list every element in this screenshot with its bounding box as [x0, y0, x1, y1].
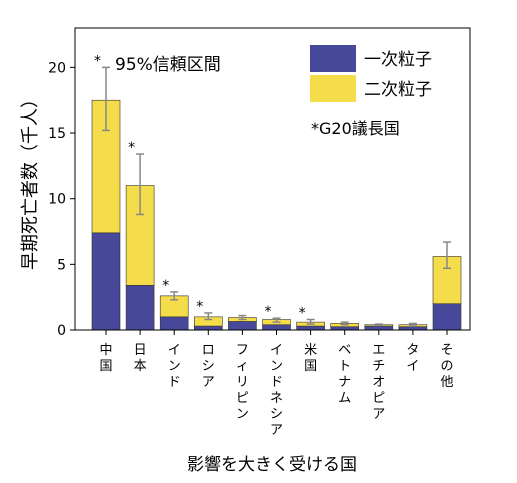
g20-marker: * — [196, 299, 203, 315]
y-tick-label: 20 — [48, 60, 66, 76]
x-tick-label: ロシア — [202, 343, 215, 390]
legend-label-primary: 一次粒子 — [364, 50, 432, 70]
bar-primary — [364, 325, 394, 331]
y-tick-label: 5 — [57, 257, 66, 273]
bar-primary — [228, 321, 257, 331]
axes-frame — [74, 27, 471, 331]
x-tick-label: エチオピア — [372, 343, 385, 422]
bar-primary — [194, 325, 223, 331]
legend-label-secondary: 二次粒子 — [364, 80, 432, 100]
g20-marker: * — [94, 53, 101, 69]
y-tick-label: 15 — [48, 126, 66, 142]
x-tick-label: インドネシア — [270, 343, 283, 438]
legend: 一次粒子 二次粒子 — [310, 45, 432, 102]
g20-marker: * — [299, 305, 306, 321]
x-tick-label: その他 — [440, 343, 453, 390]
x-tick-label: フィリピン — [236, 343, 249, 422]
y-tick-label: 0 — [57, 323, 66, 339]
x-tick-label: ベトナム — [338, 343, 351, 406]
x-tick-label: 米国 — [304, 343, 317, 374]
legend-swatch-secondary — [310, 75, 356, 102]
x-tick-label: 日本 — [134, 343, 147, 374]
bar-primary — [432, 303, 462, 331]
legend-swatch-primary — [310, 45, 356, 72]
bar-primary — [296, 325, 325, 331]
g20-marker: * — [162, 278, 169, 294]
bar-primary — [262, 324, 291, 331]
g20-marker: * — [128, 140, 135, 156]
x-tick-label: インド — [168, 343, 181, 390]
y-tick-label: 10 — [48, 192, 66, 208]
x-tick-label: タイ — [406, 343, 419, 374]
bar-primary — [125, 285, 155, 331]
g20-note: *G20議長国 — [311, 119, 400, 138]
x-axis-label: 影響を大きく受ける国 — [187, 455, 357, 475]
x-tick-label: 中国 — [99, 343, 112, 374]
bar-primary — [159, 316, 189, 331]
plot-area: * * * * * * — [91, 53, 462, 331]
bar-primary — [91, 232, 121, 331]
g20-marker: * — [265, 304, 272, 320]
y-axis-label: 早期死亡者数（千人） — [20, 90, 41, 270]
ci-annotation: 95%信頼区間 — [115, 55, 221, 75]
y-axis: 0 5 10 15 20 — [48, 60, 75, 339]
